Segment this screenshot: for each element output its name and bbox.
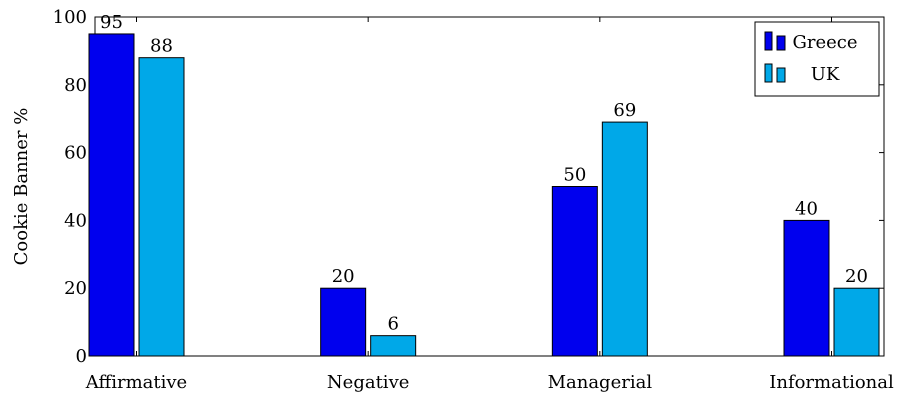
x-tick-label: Managerial (548, 372, 653, 393)
legend-label: UK (811, 64, 840, 85)
legend-swatch (777, 36, 785, 50)
legend-swatch (765, 32, 772, 50)
data-label: 20 (332, 266, 355, 287)
bar-greece-affirmative (89, 34, 134, 356)
x-tick-label: Negative (327, 372, 409, 393)
y-tick-label: 60 (64, 143, 87, 164)
y-tick-label: 100 (53, 7, 87, 28)
legend-label: Greece (792, 32, 857, 53)
data-labels-group: 95 88 20 6 50 69 40 20 (100, 12, 868, 335)
data-label: 95 (100, 12, 123, 33)
y-tick-label: 40 (64, 210, 87, 231)
y-tick-label: 20 (64, 278, 87, 299)
legend: Greece UK (755, 22, 879, 96)
x-tick-label: Affirmative (85, 372, 187, 393)
data-label: 6 (387, 314, 398, 335)
bar-uk-affirmative (139, 58, 184, 356)
data-label: 88 (150, 36, 173, 57)
bar-uk-informational (834, 288, 879, 356)
data-label: 20 (845, 266, 868, 287)
bar-uk-managerial (602, 122, 647, 356)
bar-greece-informational (784, 220, 829, 356)
y-axis-title: Cookie Banner % (11, 108, 32, 266)
bar-greece-managerial (552, 187, 597, 357)
y-tick-label: 0 (76, 346, 87, 367)
legend-swatch (777, 68, 785, 82)
data-label: 50 (563, 165, 586, 186)
y-tick-label: 80 (64, 75, 87, 96)
x-tick-label: Informational (769, 372, 894, 393)
legend-swatch (765, 64, 772, 82)
bar-greece-negative (321, 288, 366, 356)
data-label: 69 (613, 100, 636, 121)
bar-uk-negative (371, 336, 416, 356)
data-label: 40 (795, 198, 818, 219)
